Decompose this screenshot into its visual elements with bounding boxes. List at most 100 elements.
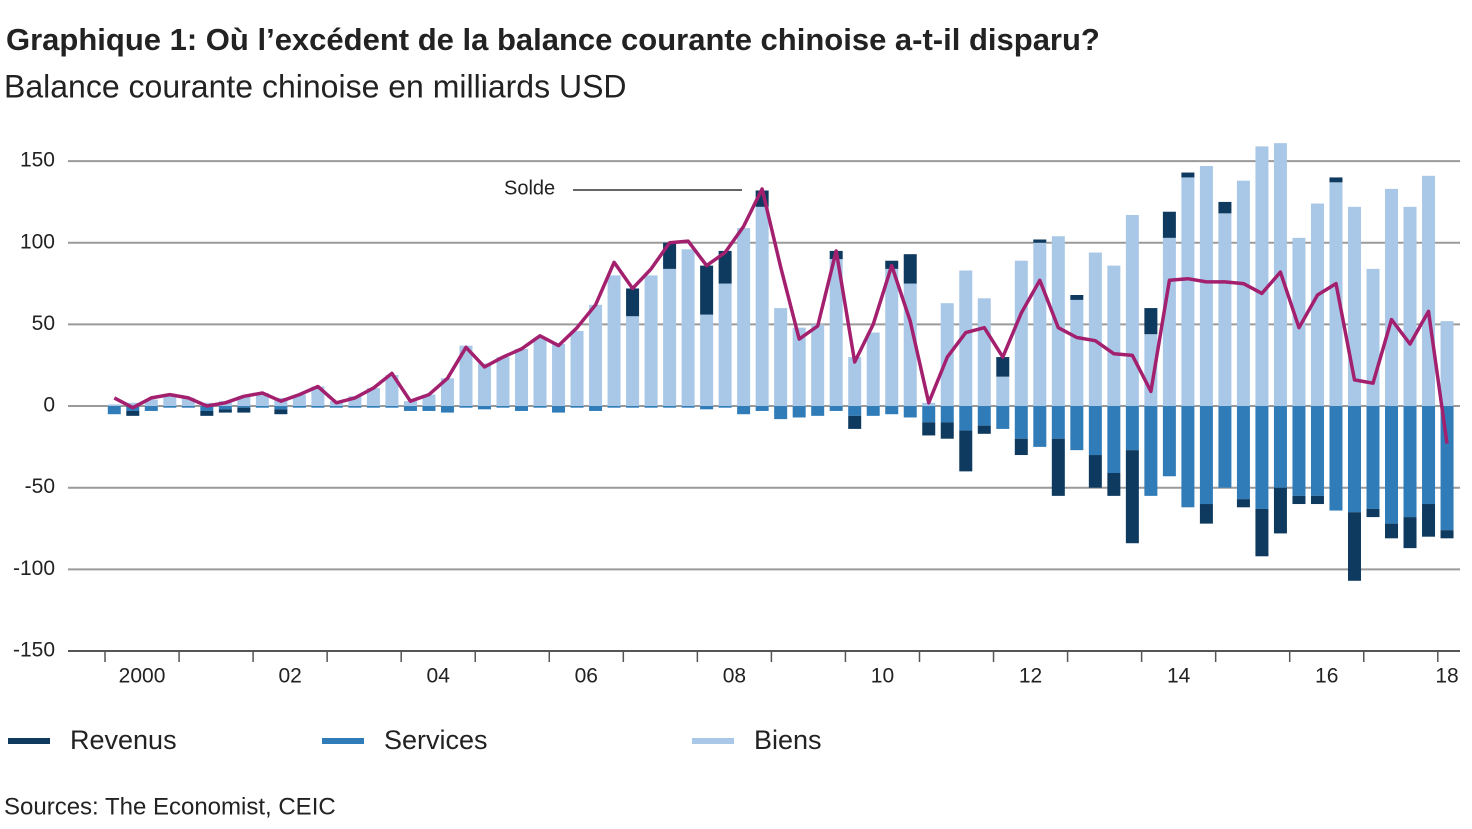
legend-label: Revenus [70,725,177,755]
bar-segment [626,316,640,407]
bar-segment [829,259,843,407]
bar-segment [1107,473,1121,496]
bar-segment [848,406,862,416]
bar-segment [940,406,954,423]
bar-segment [1218,406,1232,488]
bar-segment [348,406,362,408]
bar-segment [1385,406,1399,524]
bar-segment [1366,406,1380,509]
bar-segment [996,406,1010,429]
bar-segment [755,406,769,411]
bar-segment [311,406,325,408]
bar-segment [1236,406,1250,500]
bar-segment [866,332,880,407]
bar-segment [718,406,732,408]
bar-segment [940,422,954,439]
x-tick-label: 18 [1435,665,1458,688]
bar-segment [1033,239,1047,243]
bar-segment [848,357,862,407]
bar-segment [292,394,306,407]
bar-segment [700,314,714,407]
bar-segment [477,363,491,407]
y-tick-label: 100 [20,230,55,253]
bar-segment [1366,508,1380,518]
bar-segment [1144,308,1158,335]
bar-segment [996,357,1010,377]
bar-segment [681,406,695,408]
bar-segment [274,406,288,410]
bar-segment [440,406,454,413]
x-tick-label: 16 [1315,665,1338,688]
bar-segment [422,394,436,407]
bar-segment [1273,487,1287,534]
bar-segment [126,402,140,407]
bar-segment [403,406,417,411]
bar-segment [1162,211,1176,238]
bar-segment [1199,406,1213,505]
source: Sources: The Economist, CEIC [4,793,336,820]
bar-segment [1273,406,1287,488]
bar-segment [737,406,751,415]
bar-segment [1014,406,1028,439]
bar-segment [959,406,973,431]
bar-segment [366,406,380,408]
bar-segment [144,399,158,407]
bar-segment [1255,146,1269,407]
bar-segment [737,228,751,407]
bar-segment [903,406,917,418]
bar-segment [385,375,399,407]
bar-segment [1310,406,1324,496]
bar-segment [1366,268,1380,407]
bar-segment [237,396,251,407]
bar-segment [200,410,214,416]
bar-segment [644,406,658,408]
bar-segment [885,268,899,407]
bar-segment [681,249,695,407]
bar-segment [163,394,177,407]
bar-segment [718,250,732,284]
bar-segment [274,409,288,415]
bar-segment [700,406,714,410]
bar-segment [774,308,788,407]
bar-segment [663,268,677,407]
bar-segment [1107,406,1121,474]
bar-segment [292,406,306,408]
bar-segment [866,406,880,416]
bar-segment [1329,177,1343,183]
bar-segment [1310,495,1324,505]
y-tick-label: -150 [13,639,55,662]
bar-segment [1422,175,1436,407]
y-tick-label: 150 [20,149,55,172]
bar-segment [1385,523,1399,539]
bar-segment [1403,206,1417,407]
bar-segment [552,406,566,413]
bar-segment [977,298,991,407]
bar-segment [477,406,491,410]
bar-segment [1088,406,1102,456]
bar-segment [1440,530,1454,539]
bar-segment [1144,406,1158,496]
bar-segment [1236,180,1250,407]
bar-segment [1255,508,1269,557]
bar-segment [200,406,214,411]
x-tick-label: 04 [427,665,451,688]
chart-subtitle: Balance courante chinoise en milliards U… [4,68,627,104]
bar-segment [1385,188,1399,407]
bar-segment [440,378,454,407]
y-tick-label: -50 [25,475,55,498]
bar-segment [959,430,973,472]
bar-segment [126,410,140,416]
bar-segment [1051,406,1065,439]
bar-segment [1014,260,1028,407]
bar-segment [1218,213,1232,407]
bar-segment [552,343,566,407]
bar-segment [774,406,788,420]
bar-segment [1125,406,1139,451]
bar-segment [385,406,399,408]
y-tick-label: 0 [43,394,55,417]
bar-segment [1329,182,1343,407]
solde-line [113,187,1449,444]
bar-segment [922,406,936,423]
bar-segment [255,406,269,408]
bar-segment [1014,438,1028,456]
